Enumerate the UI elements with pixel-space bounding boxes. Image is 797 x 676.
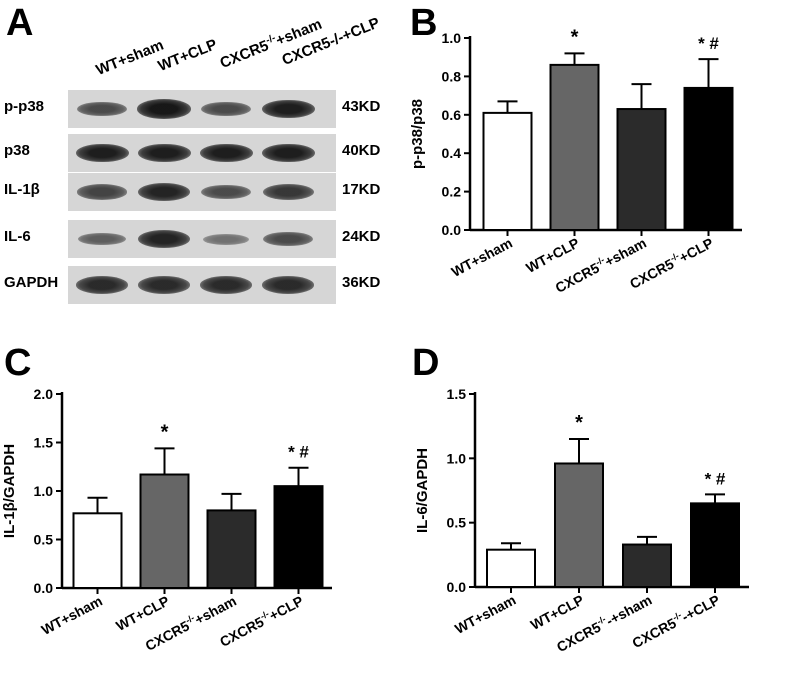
blot-column-wt-clp: WT+CLP — [155, 35, 220, 75]
blot-band — [137, 143, 191, 163]
y-axis-label: IL-1β/GAPDH — [1, 444, 18, 538]
blot-molecular-weight: 43KD — [342, 98, 381, 115]
blot-row-label: IL-6 — [4, 228, 31, 245]
x-tick-label: WT+sham — [39, 593, 105, 638]
blot-band — [75, 143, 129, 163]
blot-band — [201, 101, 251, 117]
bar — [72, 512, 123, 589]
blot-band — [137, 229, 191, 249]
panel-label-c: C — [4, 342, 32, 384]
x-tick-label: WT+sham — [449, 235, 515, 280]
blot-band — [77, 184, 127, 200]
y-axis-label: IL-6/GAPDH — [414, 448, 431, 533]
blot-row-label: p38 — [4, 142, 30, 159]
y-tick-label: 1.0 — [34, 483, 54, 499]
chart-panel-d: IL-6/GAPDH0.00.51.01.5WT+sham*WT+CLPCXCR… — [414, 386, 749, 655]
significance-marker: * # — [705, 469, 726, 488]
significance-marker: * # — [698, 34, 719, 53]
y-tick-label: 1.0 — [447, 450, 467, 466]
blot-band — [262, 276, 314, 294]
y-axis-label: p-p38/p38 — [409, 99, 426, 169]
blot-band — [137, 182, 191, 202]
chart-panel-c: IL-1β/GAPDH 0.0 0.5 1.0 1.5 2.0 WT+sham * WT+CLP… — [1, 386, 332, 654]
y-tick-label: 1.5 — [34, 435, 54, 451]
bar — [206, 509, 257, 589]
blot-molecular-weight: 17KD — [342, 181, 381, 198]
blot-band — [261, 143, 315, 163]
blot-row-label: GAPDH — [4, 274, 59, 291]
blot-row-label: p-p38 — [4, 98, 45, 115]
y-tick-label: 0.0 — [442, 222, 462, 238]
bar — [616, 108, 667, 231]
chart-panel-b: p-p38/p38 0.0 0.2 0.4 0.6 0.8 1.0 WT+sham * WT+CL… — [409, 26, 742, 296]
y-tick-label: 1.0 — [442, 30, 462, 46]
western-blot-panel: WT+sham WT+CLP CXCR5-/-+sham CXCR5-/-+CL… — [0, 0, 400, 310]
x-tick-label: WT+CLP — [113, 593, 172, 634]
y-tick-label: 0.2 — [442, 184, 462, 200]
bar — [486, 548, 536, 588]
y-tick-label: 2.0 — [34, 386, 54, 402]
x-tick-label: WT+sham — [452, 592, 518, 637]
blot-band — [262, 183, 314, 201]
y-tick-label: 0.6 — [442, 107, 462, 123]
blot-band — [263, 231, 313, 247]
y-tick-label: 0.4 — [442, 145, 462, 161]
bar — [690, 502, 740, 588]
bar — [139, 473, 190, 589]
x-tick-label: WT+CLP — [528, 592, 587, 633]
significance-marker: * — [161, 421, 169, 443]
blot-band — [200, 276, 252, 294]
blot-band — [261, 99, 315, 119]
blot-band — [199, 143, 253, 163]
y-tick-label: 1.5 — [447, 386, 467, 402]
bar — [554, 462, 604, 588]
x-tick-label: WT+CLP — [523, 235, 582, 276]
blot-band — [201, 184, 251, 200]
blot-band — [76, 276, 128, 294]
y-tick-label: 0.5 — [447, 515, 467, 531]
blot-band — [78, 232, 126, 246]
y-tick-label: 0.0 — [34, 580, 54, 596]
blot-molecular-weight: 40KD — [342, 142, 381, 159]
blot-molecular-weight: 36KD — [342, 274, 381, 291]
y-tick-label: 0.5 — [34, 532, 54, 548]
y-tick-label: 0.0 — [447, 579, 467, 595]
bar — [622, 543, 672, 588]
panel-label-b: B — [410, 2, 438, 44]
blot-band — [77, 101, 127, 117]
blot-column-wt-sham: WT+sham — [93, 36, 167, 79]
bar — [683, 86, 734, 231]
significance-marker: * # — [288, 443, 309, 462]
blot-band — [202, 233, 250, 245]
bar — [482, 111, 533, 231]
bar — [273, 485, 324, 589]
blot-row-label: IL-1β — [4, 181, 40, 198]
blot-molecular-weight: 24KD — [342, 228, 381, 245]
y-tick-label: 0.8 — [442, 68, 462, 84]
blot-band — [138, 276, 190, 294]
panel-label-a: A — [6, 2, 34, 44]
blot-band — [137, 99, 191, 119]
bar — [549, 63, 600, 231]
significance-marker: * — [575, 412, 583, 434]
significance-marker: * — [571, 26, 579, 48]
panel-label-d: D — [412, 342, 440, 384]
